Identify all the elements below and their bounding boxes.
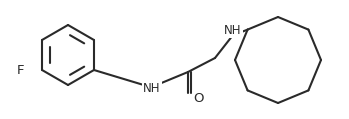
- Text: NH: NH: [224, 23, 242, 37]
- Text: F: F: [16, 64, 24, 77]
- Text: NH: NH: [143, 82, 161, 94]
- Text: O: O: [193, 92, 203, 104]
